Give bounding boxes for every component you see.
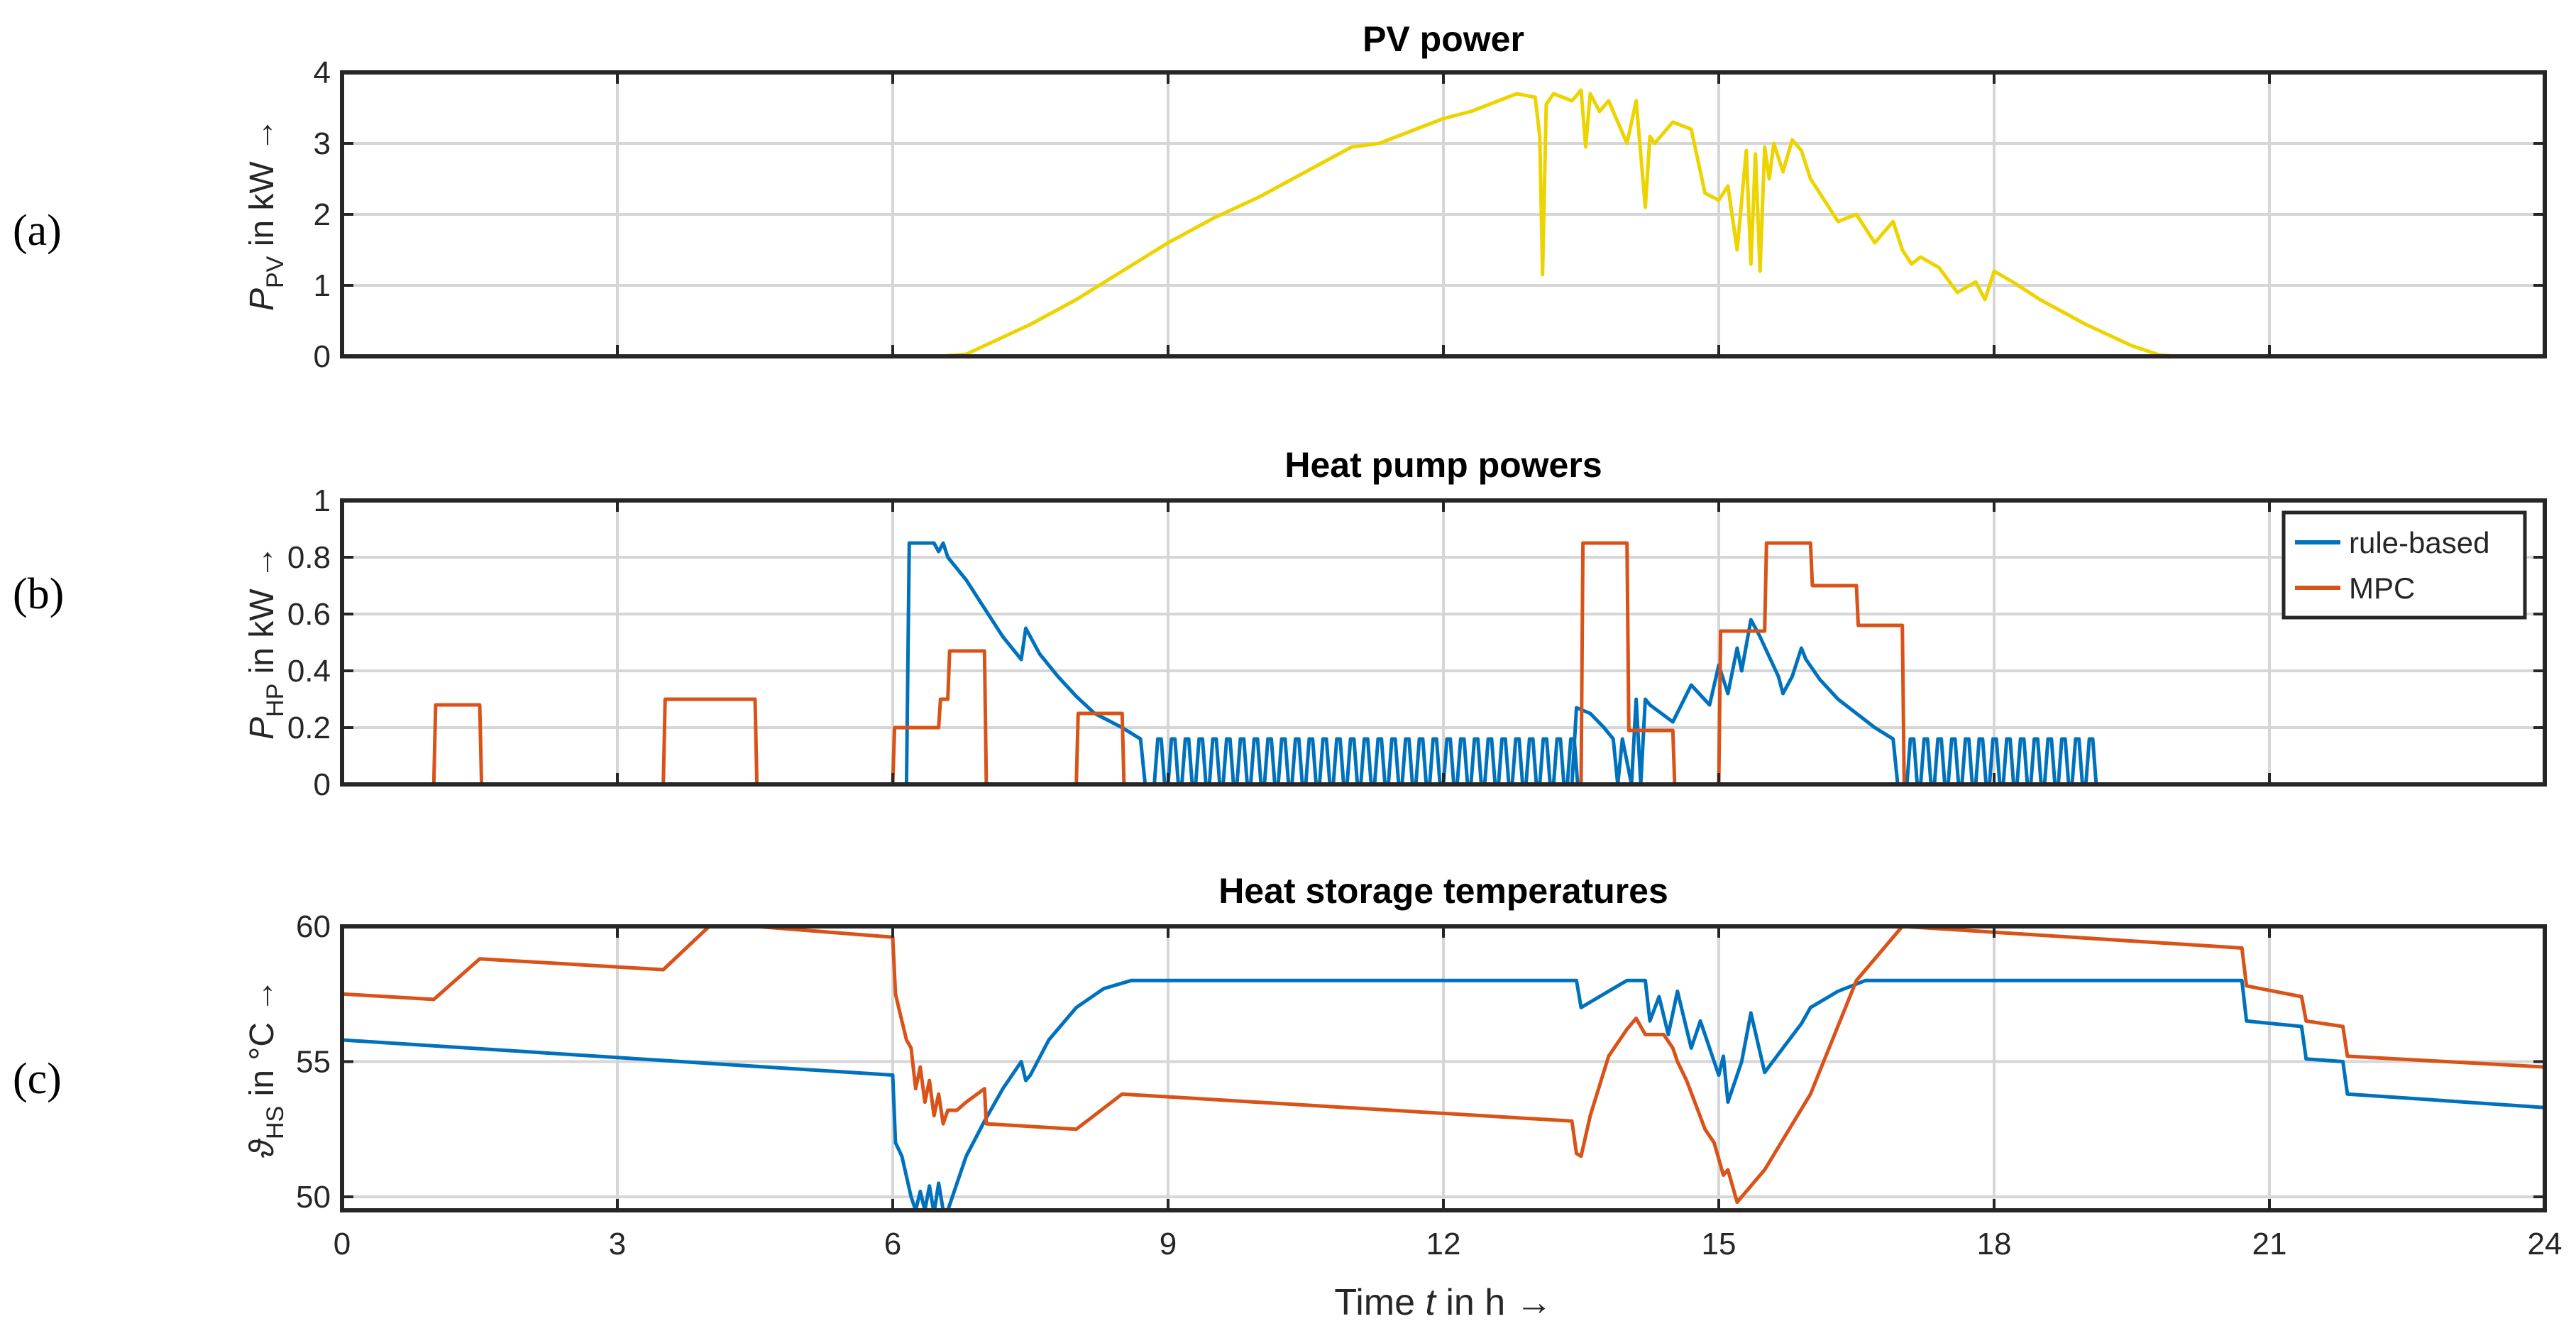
series-mpc-line	[342, 926, 2545, 1205]
series-group	[342, 541, 2545, 784]
series-rule-based-pulses-2	[1905, 737, 2100, 784]
panel-a: 0 1 2 3 4 PV power PPV in kW → (a)	[13, 19, 2547, 374]
series-group	[342, 88, 2545, 356]
y-tick-label: 0.2	[287, 711, 331, 745]
panel-title: Heat pump powers	[1284, 445, 1602, 485]
legend-label-mpc: MPC	[2349, 571, 2415, 605]
y-axis-label-subscript: PV	[262, 256, 289, 288]
x-tick-label: 9	[1160, 1227, 1177, 1261]
legend-label-rule-based: rule-based	[2349, 526, 2489, 559]
y-axis-label-symbol: ϑ	[243, 1138, 281, 1158]
y-axis-label-symbol: P	[243, 288, 281, 311]
series-rule-based-line	[342, 978, 2545, 1210]
x-tick-label: 6	[884, 1227, 901, 1261]
series-pv-line	[342, 88, 2545, 356]
y-tick-label: 1	[314, 268, 331, 303]
panel-label: (c)	[13, 1055, 62, 1103]
y-tick-label: 60	[296, 909, 331, 944]
x-tick-label: 24	[2528, 1227, 2563, 1261]
x-tick-label: 18	[1977, 1227, 2012, 1261]
y-axis-label: ϑHS in °C →	[243, 979, 289, 1159]
panel-title: Heat storage temperatures	[1218, 871, 1668, 911]
x-tick-label: 12	[1426, 1227, 1461, 1261]
panel-title: PV power	[1363, 19, 1524, 59]
x-tick-label: 21	[2252, 1227, 2287, 1261]
y-axis-label-subscript: HP	[262, 684, 289, 717]
y-axis-label-subscript: HS	[262, 1106, 289, 1139]
legend-box	[2281, 510, 2527, 620]
y-tick-label: 0.8	[287, 540, 331, 575]
x-tick-label: 15	[1702, 1227, 1736, 1261]
series-mpc-line	[342, 541, 2545, 784]
y-axis-label-suffix: in kW →	[243, 118, 281, 256]
y-axis-label-suffix: in kW →	[243, 545, 281, 684]
x-tick-label: 3	[609, 1227, 626, 1261]
panel-b: 0 0.2 0.4 0.6 0.8 1 Heat pump powers PHP in kW …	[13, 445, 2547, 802]
x-axis-label: Time t in h →	[1334, 1282, 1552, 1323]
y-tick-label: 55	[296, 1044, 331, 1079]
y-axis-label-symbol: P	[243, 717, 281, 740]
y-tick-label: 50	[296, 1180, 331, 1215]
series-rule-based-line-2	[1570, 618, 1900, 784]
y-tick-label: 0.6	[287, 597, 331, 632]
y-tick-label: 0	[314, 767, 331, 802]
y-axis-label: PPV in kW →	[243, 118, 289, 311]
series-rule-based-pulses	[1152, 737, 1581, 784]
panel-label: (a)	[13, 207, 62, 255]
y-tick-label: 4	[314, 55, 331, 90]
x-tick-label: 0	[334, 1227, 351, 1261]
y-tick-label: 0	[314, 339, 331, 374]
y-tick-label: 3	[314, 126, 331, 161]
series-group	[342, 926, 2545, 1210]
x-axis-label-prefix: Time	[1334, 1282, 1425, 1323]
x-axis-label-variable: t	[1425, 1282, 1437, 1323]
y-tick-label: 2	[314, 197, 331, 232]
y-axis-label-suffix: in °C →	[243, 979, 281, 1106]
y-axis-label: PHP in kW →	[243, 545, 289, 740]
panel-label: (b)	[13, 570, 64, 618]
x-axis-label-suffix: in h →	[1436, 1282, 1553, 1323]
y-tick-label: 1	[314, 483, 331, 518]
legend: rule-based MPC	[2281, 510, 2527, 620]
panel-c: 0 3 6 9 12 15 18 21 24 50 55 60 Heat storage tempera…	[13, 871, 2562, 1323]
y-tick-label: 0.4	[287, 654, 331, 689]
